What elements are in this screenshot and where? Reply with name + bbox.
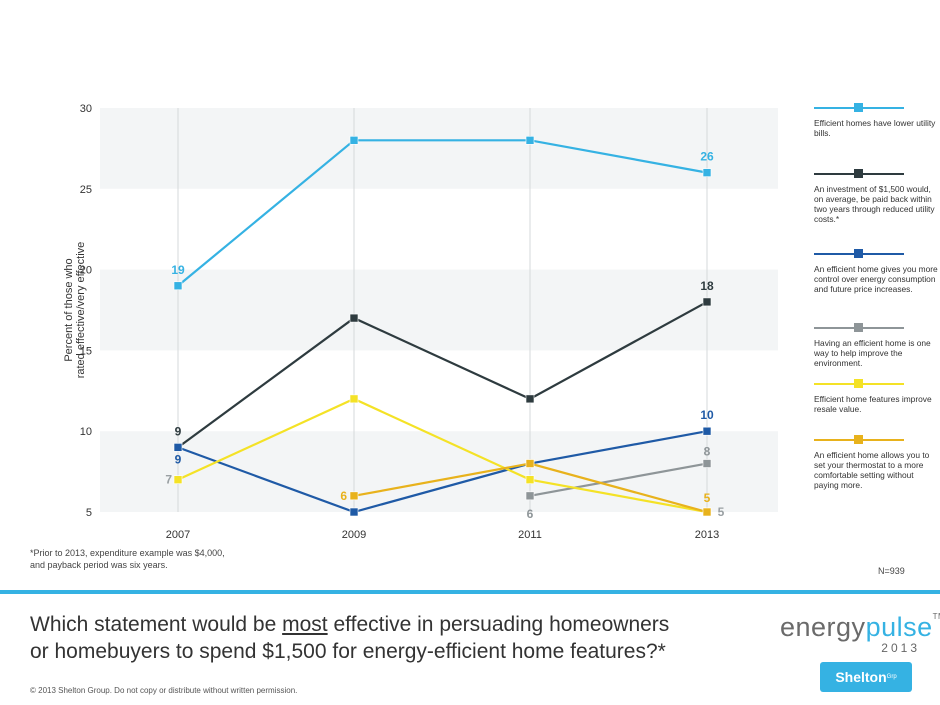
energypulse-logo: energypulseTM 2013 xyxy=(780,612,940,655)
grid-bands xyxy=(100,108,778,512)
legend-item-6: An efficient home allows you to set your… xyxy=(814,430,938,504)
series-0-point-2009 xyxy=(349,136,359,145)
series-1-point-2009 xyxy=(349,313,359,323)
legend-swatch-5 xyxy=(814,378,904,390)
series-2-point-2007 xyxy=(173,443,183,452)
x-tick-label-2007: 2007 xyxy=(166,529,190,541)
footnote-line-2: and payback period was six years. xyxy=(30,560,168,570)
legend-label-2: An investment of $1,500 would, on averag… xyxy=(814,184,935,224)
legend-label-4: Having an efficient home is one way to h… xyxy=(814,338,931,368)
y-tick-label-5: 5 xyxy=(86,507,92,519)
data-labels: 19 26 9 18 9 10 6 8 7 5 6 5 xyxy=(165,150,724,521)
shelton-name: Shelton xyxy=(835,669,887,685)
grid-band-2 xyxy=(100,269,778,351)
y-tick-label-20: 20 xyxy=(80,265,92,277)
y-tick-label-10: 10 xyxy=(80,426,92,438)
series-5-point-2011 xyxy=(525,459,535,468)
y-axis-label-line-1: Percent of those who xyxy=(63,258,75,361)
legend-swatch-6 xyxy=(814,434,904,446)
series-0-point-2011 xyxy=(525,136,535,145)
series-5-point-2013 xyxy=(702,507,712,517)
data-label-series-1-2013: 18 xyxy=(700,279,714,293)
brand-name-part-2: pulse xyxy=(865,612,933,642)
data-label-series-5-2009: 6 xyxy=(340,489,347,503)
shelton-group-logo: SheltonGrp xyxy=(820,662,912,692)
question-text: Which statement would be most effective … xyxy=(30,611,750,665)
series-4-point-2011 xyxy=(525,475,535,484)
data-label-series-3-2013: 8 xyxy=(704,445,711,459)
legend-swatch-2 xyxy=(814,168,904,180)
brand-name-part-1: energy xyxy=(780,612,866,642)
series-2-point-2009 xyxy=(349,507,359,517)
series-line-2 xyxy=(177,430,708,514)
series-0-point-2007 xyxy=(173,281,183,291)
legend-item-2: An investment of $1,500 would, on averag… xyxy=(814,164,938,244)
y-axis-ticks: 5 10 15 20 25 30 xyxy=(80,103,92,519)
series-5-point-2009 xyxy=(349,491,359,501)
brand-name: energypulseTM xyxy=(780,612,940,643)
series-1-point-2011 xyxy=(525,394,535,404)
legend-item-4: Having an efficient home is one way to h… xyxy=(814,318,938,374)
divider xyxy=(0,590,940,594)
legend-label-1: Efficient homes have lower utility bills… xyxy=(814,118,936,138)
y-tick-label-25: 25 xyxy=(80,184,92,196)
question-emphasis: most xyxy=(282,613,328,636)
series-4-point-2009 xyxy=(349,394,359,404)
series-group xyxy=(173,136,712,517)
data-label-series-0-2007: 19 xyxy=(171,263,185,277)
legend-swatch-1 xyxy=(814,102,904,114)
line-chart: 5 10 15 20 25 30 2007 2009 2011 2013 Percent of … xyxy=(63,103,778,541)
footnote: *Prior to 2013, expenditure example was … xyxy=(30,547,280,571)
legend-swatch-3 xyxy=(814,248,904,260)
series-3-point-2011 xyxy=(525,491,535,501)
sample-size: N=939 xyxy=(878,566,905,576)
question-line-2: or homebuyers to spend $1,500 for energy… xyxy=(30,640,666,663)
x-tick-label-2013: 2013 xyxy=(695,529,719,541)
brand-year: 2013 xyxy=(881,641,920,655)
footnote-line-1: *Prior to 2013, expenditure example was … xyxy=(30,548,225,558)
series-line-1 xyxy=(177,300,708,449)
series-3-point-2013 xyxy=(702,459,712,468)
data-label-series-5-2013: 5 xyxy=(704,491,711,505)
y-tick-label-15: 15 xyxy=(80,345,92,357)
x-axis-ticks: 2007 2009 2011 2013 xyxy=(166,529,719,541)
series-line-4 xyxy=(177,397,708,514)
legend-label-3: An efficient home gives you more control… xyxy=(814,264,938,294)
data-label-series-2-2013: 10 xyxy=(700,408,714,422)
data-label-series-2-2007: 9 xyxy=(175,452,182,466)
question-part-2: effective in persuading homeowners xyxy=(327,613,670,636)
series-line-3 xyxy=(529,462,708,497)
data-label-series-4-2013: 5 xyxy=(718,505,725,519)
legend-item-3: An efficient home gives you more control… xyxy=(814,244,938,318)
series-4-point-2007 xyxy=(173,475,183,484)
legend: Efficient homes have lower utility bills… xyxy=(814,98,938,504)
x-tick-label-2011: 2011 xyxy=(518,529,542,541)
legend-label-5: Efficient home features improve resale v… xyxy=(814,394,932,414)
series-2-point-2013 xyxy=(702,426,712,436)
legend-swatch-4 xyxy=(814,322,904,334)
copyright: © 2013 Shelton Group. Do not copy or dis… xyxy=(30,686,298,695)
y-axis-label-line-2: rated effective/very effective xyxy=(75,242,87,379)
shelton-sup: Grp xyxy=(886,674,897,680)
x-tick-label-2009: 2009 xyxy=(342,529,366,541)
data-label-series-4-2007: 7 xyxy=(165,473,172,487)
series-0-point-2013 xyxy=(702,168,712,177)
legend-label-6: An efficient home allows you to set your… xyxy=(814,450,930,490)
brand-tm: TM xyxy=(932,612,940,621)
question-part-1: Which statement would be xyxy=(30,613,283,636)
legend-item-1: Efficient homes have lower utility bills… xyxy=(814,98,938,164)
series-1-point-2013 xyxy=(702,297,712,307)
grid-band-0 xyxy=(100,431,778,512)
data-label-series-1-2007: 9 xyxy=(175,424,182,438)
series-line-0 xyxy=(177,139,708,287)
y-tick-label-30: 30 xyxy=(80,103,92,115)
data-label-series-0-2013: 26 xyxy=(700,150,714,164)
legend-item-5: Efficient home features improve resale v… xyxy=(814,374,938,430)
data-label-series-3-2011: 6 xyxy=(527,507,534,521)
grid-band-4 xyxy=(100,108,778,189)
